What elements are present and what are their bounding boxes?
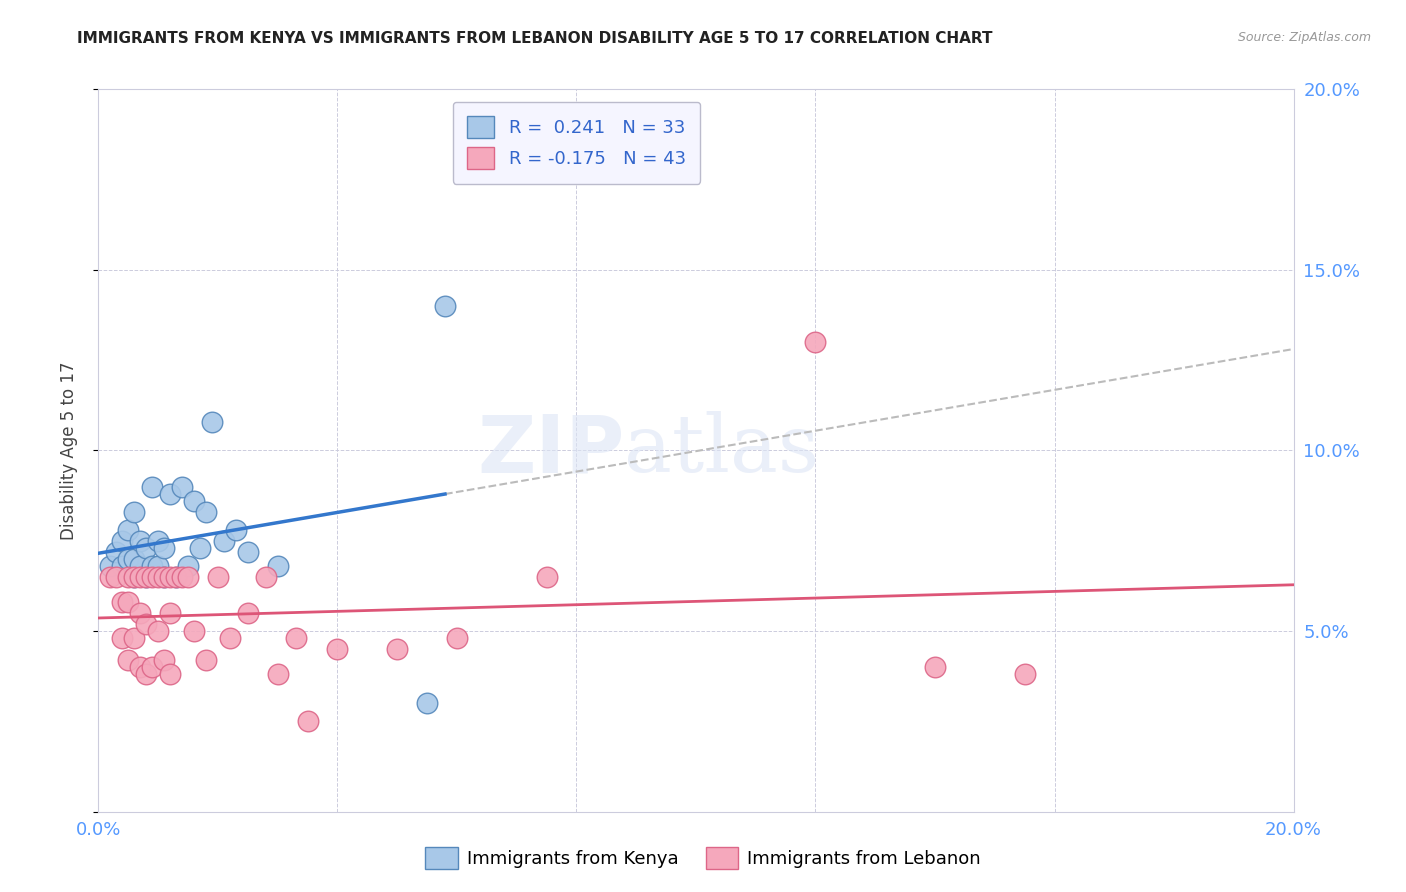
Point — [153, 653, 176, 667]
Legend: Immigrants from Kenya, Immigrants from Lebanon: Immigrants from Kenya, Immigrants from L… — [418, 839, 988, 876]
Point — [201, 415, 224, 429]
Point — [111, 595, 134, 609]
Point — [212, 533, 235, 548]
Point — [434, 299, 457, 313]
Point — [177, 570, 200, 584]
Text: Source: ZipAtlas.com: Source: ZipAtlas.com — [1237, 31, 1371, 45]
Point — [117, 523, 139, 537]
Point — [159, 487, 181, 501]
Point — [236, 606, 259, 620]
Text: IMMIGRANTS FROM KENYA VS IMMIGRANTS FROM LEBANON DISABILITY AGE 5 TO 17 CORRELAT: IMMIGRANTS FROM KENYA VS IMMIGRANTS FROM… — [77, 31, 993, 46]
Point — [159, 667, 181, 681]
Point — [105, 570, 128, 584]
Point — [117, 595, 139, 609]
Point — [297, 714, 319, 729]
Point — [159, 606, 181, 620]
Point — [177, 559, 200, 574]
Point — [326, 642, 349, 657]
Text: ZIP: ZIP — [477, 411, 624, 490]
Point — [225, 523, 247, 537]
Point — [148, 533, 170, 548]
Point — [129, 533, 152, 548]
Point — [219, 632, 242, 646]
Point — [129, 570, 152, 584]
Point — [124, 551, 146, 566]
Point — [129, 660, 152, 674]
Point — [124, 632, 146, 646]
Point — [183, 494, 205, 508]
Point — [172, 480, 194, 494]
Point — [135, 541, 157, 555]
Point — [172, 570, 194, 584]
Point — [924, 660, 946, 674]
Text: atlas: atlas — [624, 411, 820, 490]
Legend: R =  0.241   N = 33, R = -0.175   N = 43: R = 0.241 N = 33, R = -0.175 N = 43 — [453, 102, 700, 184]
Y-axis label: Disability Age 5 to 17: Disability Age 5 to 17 — [59, 361, 77, 540]
Point — [98, 559, 122, 574]
Point — [148, 559, 170, 574]
Point — [129, 606, 152, 620]
Point — [254, 570, 277, 584]
Point — [804, 334, 827, 349]
Point — [98, 570, 122, 584]
Point — [141, 559, 163, 574]
Point — [117, 551, 139, 566]
Point — [148, 624, 170, 639]
Point — [183, 624, 205, 639]
Point — [129, 559, 152, 574]
Point — [124, 505, 146, 519]
Point — [195, 505, 218, 519]
Point — [416, 697, 439, 711]
Point — [135, 570, 157, 584]
Point — [117, 653, 139, 667]
Point — [111, 632, 134, 646]
Point — [446, 632, 468, 646]
Point — [124, 570, 146, 584]
Point — [135, 570, 157, 584]
Point — [117, 570, 139, 584]
Point — [267, 559, 290, 574]
Point — [207, 570, 229, 584]
Point — [111, 533, 134, 548]
Point — [267, 667, 290, 681]
Point — [148, 570, 170, 584]
Point — [105, 544, 128, 558]
Point — [165, 570, 187, 584]
Point — [135, 667, 157, 681]
Point — [111, 559, 134, 574]
Point — [385, 642, 409, 657]
Point — [141, 480, 163, 494]
Point — [284, 632, 307, 646]
Point — [135, 616, 157, 631]
Point — [195, 653, 218, 667]
Point — [124, 570, 146, 584]
Point — [536, 570, 558, 584]
Point — [165, 570, 187, 584]
Point — [141, 570, 163, 584]
Point — [159, 570, 181, 584]
Point — [153, 570, 176, 584]
Point — [236, 544, 259, 558]
Point — [141, 660, 163, 674]
Point — [188, 541, 211, 555]
Point — [1014, 667, 1036, 681]
Point — [153, 570, 176, 584]
Point — [153, 541, 176, 555]
